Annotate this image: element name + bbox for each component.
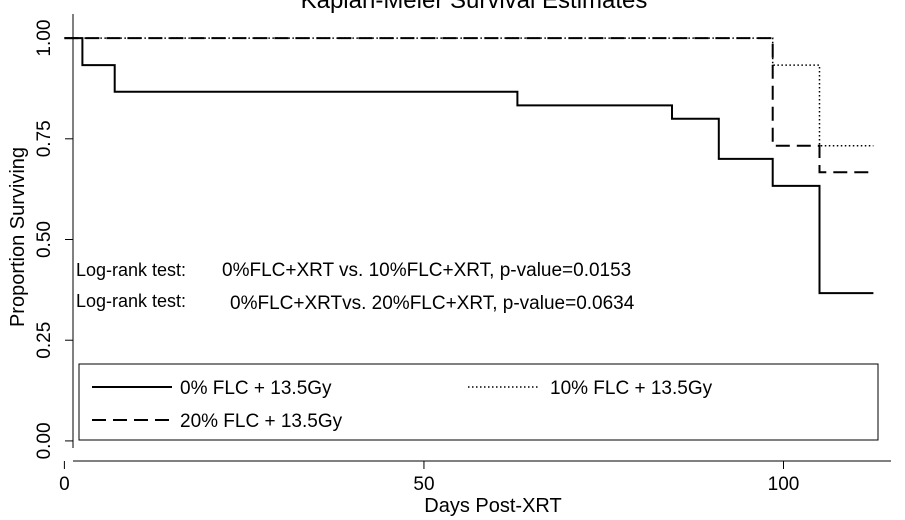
x-tick-label: 100 [768, 474, 800, 495]
y-tick-label: 0.00 [34, 422, 55, 459]
y-tick-label: 0.25 [34, 322, 55, 359]
legend-label-1: 10% FLC + 13.5Gy [550, 378, 713, 399]
series-line-0 [64, 37, 874, 295]
x-axis-ticks: 0 50 100 [59, 461, 799, 495]
y-tick-label: 1.00 [34, 20, 55, 57]
legend-box [78, 363, 879, 441]
logrank-label-1: Log-rank test: [76, 260, 186, 280]
logrank-label-2: Log-rank test: [76, 291, 186, 311]
x-axis-label: Days Post-XRT [424, 495, 561, 517]
logrank-result-2: 0%FLC+XRTvs. 20%FLC+XRT, p-value=0.0634 [230, 293, 635, 314]
x-tick-label: 50 [413, 474, 434, 495]
y-axis-ticks: 0.00 0.25 0.50 0.75 1.00 [34, 20, 73, 459]
logrank-result-1: 0%FLC+XRT vs. 10%FLC+XRT, p-value=0.0153 [222, 260, 631, 281]
series-line-2 [64, 37, 874, 174]
legend-label-0: 0% FLC + 13.5Gy [180, 378, 332, 399]
survival-curves [64, 37, 874, 295]
y-axis-label: Proportion Surviving [7, 147, 29, 327]
y-tick-label: 0.50 [34, 221, 55, 258]
legend: 0% FLC + 13.5Gy 10% FLC + 13.5Gy 20% FLC… [78, 363, 879, 441]
legend-label-2: 20% FLC + 13.5Gy [180, 411, 343, 432]
chart-title: Kaplan-Meier Survival Estimates [301, 0, 648, 14]
y-tick-label: 0.75 [34, 120, 55, 157]
x-tick-label: 0 [59, 474, 70, 495]
